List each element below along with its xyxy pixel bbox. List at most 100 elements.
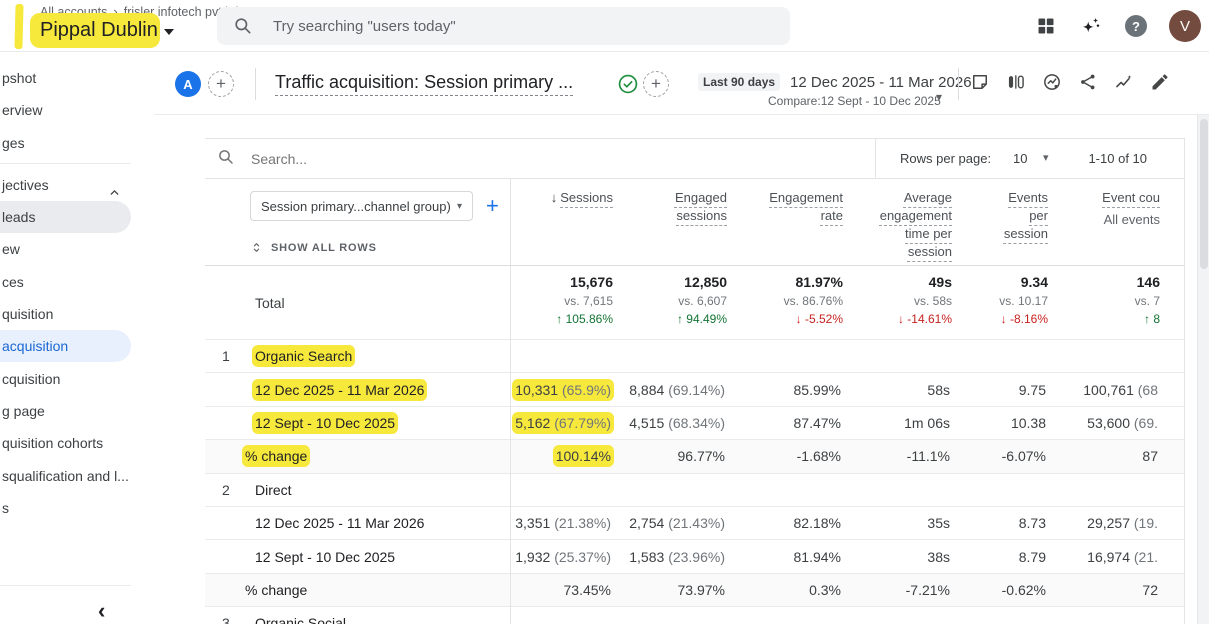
share-icon[interactable] <box>1077 71 1099 93</box>
percent-change-row: % change 73.45% 73.97% 0.3% -7.21% -0.62… <box>205 573 1184 608</box>
channel-row-direct: 2 Direct <box>205 474 1184 507</box>
total-label: Total <box>255 294 285 311</box>
global-search-bar[interactable] <box>217 7 790 45</box>
sidebar-item-pages[interactable]: ges <box>2 135 25 151</box>
sidebar-divider-bottom <box>0 585 131 586</box>
rows-per-page-label: Rows per page: <box>900 151 992 166</box>
pagination-range: 1-10 of 10 <box>1088 151 1147 166</box>
chevron-right-icon: › <box>113 4 118 19</box>
gemini-sparkle-icon[interactable] <box>1079 14 1103 38</box>
dimension-picker[interactable]: Session primary...channel group) ▾ <box>250 191 473 221</box>
table-search-input[interactable] <box>251 151 451 167</box>
sidebar-section-objectives[interactable]: jectives <box>0 169 131 201</box>
breadcrumb-all-accounts[interactable]: All accounts <box>40 4 108 19</box>
sort-down-icon: ↓ <box>550 190 558 205</box>
scrollbar-thumb[interactable] <box>1200 119 1208 269</box>
sidebar-item-user-acquisition[interactable]: quisition <box>2 306 54 322</box>
search-icon <box>231 14 255 38</box>
report-header-border <box>155 114 1209 115</box>
channel-row-organic-social: 3 Organic Social <box>205 607 1184 624</box>
table-total-row: Total 15,676 vs. 7,615 ↑ 105.86% 12,850 … <box>205 266 1184 340</box>
add-collection-button[interactable]: + <box>208 71 234 97</box>
period-row: 12 Sept - 10 Dec 2025 1,932 (25.37%) 1,5… <box>205 540 1184 574</box>
table-controls-row: Rows per page: 10 ▾ 1-10 of 10 <box>205 139 1184 179</box>
dimension-header-cell: Session primary...channel group) ▾ + SHO… <box>205 179 510 265</box>
top-app-bar: All accounts › frisler infotech pvt ltd … <box>0 0 1209 52</box>
report-header <box>155 52 1209 114</box>
unfold-rows-icon <box>253 243 260 252</box>
yellow-highlight-tick <box>14 3 24 50</box>
column-header-avg-engagement-time[interactable]: Average engagement time per session <box>879 190 952 259</box>
sidebar-item-overview[interactable]: erview <box>2 102 43 118</box>
total-event-count: 146 vs. 7 ↑ 8 <box>1134 274 1160 326</box>
user-avatar[interactable]: V <box>1169 10 1201 42</box>
total-avg-engagement-time: 49s vs. 58s ↓ -14.61% <box>897 274 952 326</box>
channel-name: Organic Social <box>255 615 347 624</box>
controls-divider <box>875 139 876 179</box>
sidebar-item-snapshot[interactable]: pshot <box>2 70 37 86</box>
notes-icon[interactable] <box>969 71 991 93</box>
event-scope-label: All events <box>1103 212 1160 227</box>
period-row: 12 Sept - 10 Dec 2025 5,162 (67.79%) 4,5… <box>205 407 1184 441</box>
sidebar-item-overview-2[interactable]: ew <box>2 241 20 257</box>
sidebar-item-sources[interactable]: ces <box>2 274 24 290</box>
caret-down-icon <box>163 29 174 35</box>
table-search[interactable] <box>217 139 451 179</box>
column-header-sessions[interactable]: ↓ Sessions <box>550 190 613 205</box>
add-report-button[interactable]: + <box>643 71 669 97</box>
rows-per-page-caret-icon[interactable]: ▾ <box>1043 152 1049 164</box>
chevron-up-icon[interactable] <box>108 178 121 210</box>
rows-per-page-value[interactable]: 10 <box>1013 151 1028 166</box>
total-engagement-rate: 81.97% vs. 86.76% ↓ -5.52% <box>783 274 843 326</box>
traffic-acquisition-table: Rows per page: 10 ▾ 1-10 of 10 Session p… <box>205 138 1185 624</box>
column-header-engagement-rate[interactable]: Engagement rate <box>769 190 843 223</box>
report-navigation-sidebar: pshot erview ges jectives leads ew ces q… <box>0 52 131 624</box>
column-header-events-per-session[interactable]: Events per session <box>1003 190 1048 241</box>
show-all-rows-button[interactable]: SHOW ALL ROWS <box>250 241 377 254</box>
add-dimension-button[interactable]: + <box>486 193 499 218</box>
column-header-event-count[interactable]: Event cou All events <box>1048 179 1160 265</box>
saved-check-icon[interactable] <box>617 73 639 100</box>
sidebar-divider <box>0 163 131 164</box>
breadcrumb-account[interactable]: frisler infotech pvt ltd <box>123 4 239 19</box>
sidebar-item-disqualification[interactable]: squalification and l... <box>2 468 129 484</box>
channel-row-organic-search: 1 Organic Search <box>205 340 1184 374</box>
sidebar-item-s[interactable]: s <box>2 500 9 516</box>
dimension-column-divider <box>510 179 511 624</box>
date-range-picker[interactable]: Last 90 days 12 Dec 2025 - 11 Mar 2026 C… <box>698 73 972 108</box>
collection-badge[interactable]: A <box>175 71 201 97</box>
sidebar-item-traffic-acquisition-active[interactable]: acquisition <box>0 330 131 362</box>
property-name: Pippal Dublin <box>40 19 158 42</box>
apps-grid-icon[interactable] <box>1034 14 1058 38</box>
period-row: 12 Dec 2025 - 11 Mar 2026 10,331 (65.9%)… <box>205 373 1184 407</box>
header-divider-2 <box>958 68 959 100</box>
date-caret-down-icon[interactable]: ▾ <box>936 90 943 104</box>
topbar-actions: ? V <box>1034 0 1201 52</box>
column-header-engaged-sessions[interactable]: Engaged sessions <box>674 190 727 223</box>
channel-name: Direct <box>255 481 292 498</box>
report-title[interactable]: Traffic acquisition: Session primary ... <box>275 72 574 92</box>
channel-name: Organic Search <box>255 348 353 365</box>
sidebar-item-acquisition[interactable]: cquisition <box>2 371 61 387</box>
picker-caret-down-icon: ▾ <box>456 200 462 212</box>
global-search-input[interactable] <box>273 17 713 35</box>
property-switcher[interactable]: Pippal Dublin <box>40 19 174 42</box>
sidebar-item-acquisition-cohorts[interactable]: quisition cohorts <box>2 435 104 451</box>
magic-insights-icon[interactable] <box>1113 71 1135 93</box>
total-sessions: 15,676 vs. 7,615 ↑ 105.86% <box>556 274 613 326</box>
edit-comparisons-icon[interactable] <box>1005 71 1027 93</box>
breadcrumb: All accounts › frisler infotech pvt ltd <box>40 4 238 19</box>
help-icon[interactable]: ? <box>1124 14 1148 38</box>
insights-icon[interactable] <box>1041 71 1063 93</box>
edit-pencil-icon[interactable] <box>1149 71 1171 93</box>
sidebar-collapse-button[interactable]: ‹ <box>98 598 106 623</box>
percent-change-row: % change 100.14% 96.77% -1.68% -11.1% -6… <box>205 440 1184 474</box>
sidebar-item-landing-page[interactable]: g page <box>2 403 45 419</box>
vertical-scrollbar[interactable] <box>1197 115 1209 624</box>
total-engaged-sessions: 12,850 vs. 6,607 ↑ 94.49% <box>676 274 727 326</box>
header-divider-1 <box>255 68 256 100</box>
sidebar-item-generate-leads[interactable]: leads <box>0 201 131 233</box>
table-search-icon <box>217 148 235 171</box>
date-range-text: 12 Dec 2025 - 11 Mar 2026 <box>790 73 972 91</box>
